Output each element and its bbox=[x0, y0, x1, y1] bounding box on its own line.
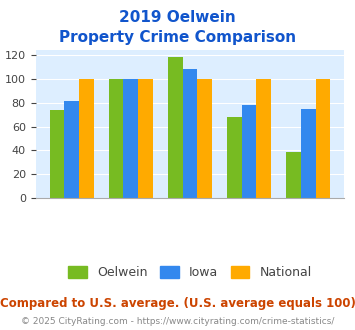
Legend: Oelwein, Iowa, National: Oelwein, Iowa, National bbox=[63, 261, 317, 284]
Bar bbox=[316, 79, 330, 198]
Bar bbox=[182, 69, 197, 198]
Bar bbox=[168, 57, 182, 198]
Bar bbox=[64, 101, 79, 198]
Bar bbox=[301, 109, 316, 198]
Text: Property Crime Comparison: Property Crime Comparison bbox=[59, 30, 296, 45]
Bar bbox=[79, 79, 94, 198]
Bar bbox=[197, 79, 212, 198]
Bar bbox=[124, 79, 138, 198]
Bar bbox=[227, 117, 242, 198]
Bar bbox=[242, 105, 256, 198]
Text: © 2025 CityRating.com - https://www.cityrating.com/crime-statistics/: © 2025 CityRating.com - https://www.city… bbox=[21, 317, 334, 326]
Bar bbox=[138, 79, 153, 198]
Bar bbox=[256, 79, 271, 198]
Bar bbox=[286, 152, 301, 198]
Text: 2019 Oelwein: 2019 Oelwein bbox=[119, 10, 236, 25]
Bar bbox=[50, 110, 64, 198]
Text: Compared to U.S. average. (U.S. average equals 100): Compared to U.S. average. (U.S. average … bbox=[0, 297, 355, 310]
Bar bbox=[109, 79, 124, 198]
